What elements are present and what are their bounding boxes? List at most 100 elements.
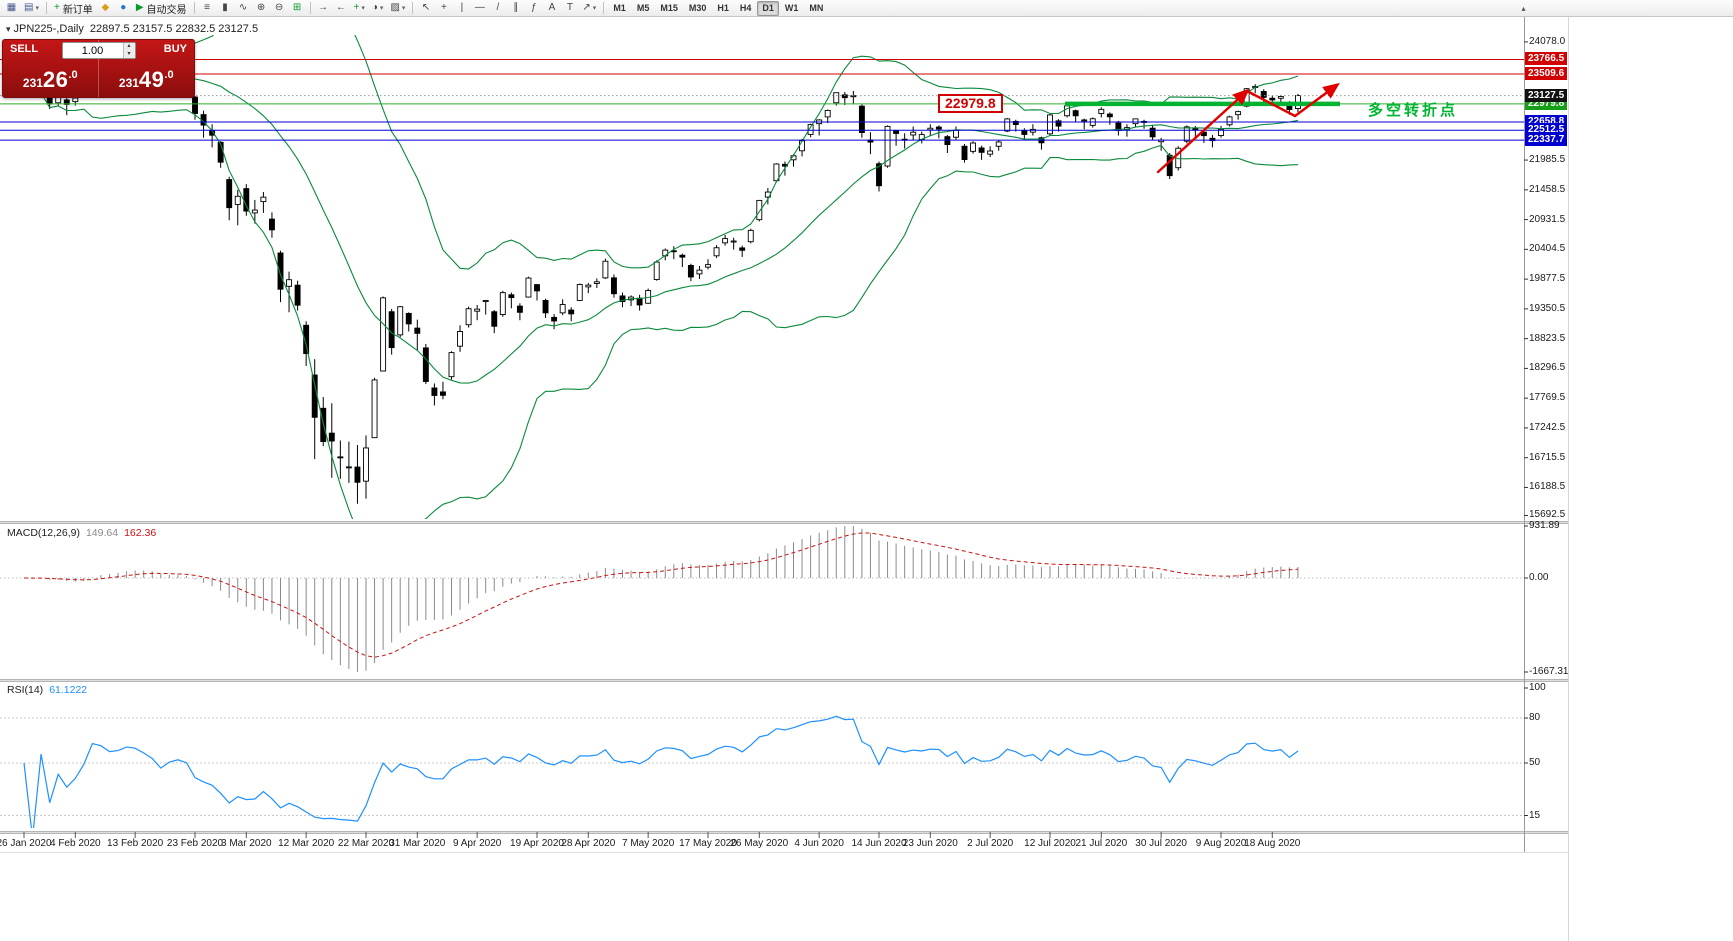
candle-body [756, 199, 763, 221]
timeframe-h4-button[interactable]: H4 [739, 3, 752, 13]
timeframe-m30-button[interactable]: M30 [688, 3, 707, 13]
panel-separator[interactable] [0, 831, 1568, 834]
candle-body [457, 331, 463, 347]
chart-title: ▾ JPN225-,Daily 22897.5 23157.5 22832.5 23… [6, 23, 258, 35]
candle-body [482, 300, 489, 303]
zoom-in-button[interactable]: ⊕ [253, 1, 270, 16]
one-click-collapse-icon[interactable]: ▾ [6, 24, 11, 34]
line-chart-icon: ∿ [238, 2, 248, 13]
candle-body [1277, 96, 1284, 99]
bar-chart-icon: ≡ [204, 2, 210, 13]
timeframe-m5-button[interactable]: M5 [636, 3, 650, 13]
volume-decrease-button[interactable]: ▾ [123, 50, 135, 58]
candle-body [431, 387, 438, 396]
candle-body [311, 374, 318, 418]
candle-body [260, 196, 267, 203]
template-button[interactable]: ▨ ▾ [387, 1, 408, 16]
candle-body [277, 252, 284, 290]
indicators-button[interactable]: + ▾ [351, 1, 368, 16]
toolbar-separator [412, 2, 414, 14]
trend-arrow[interactable] [1293, 82, 1340, 118]
timeframe-h1-button[interactable]: H1 [717, 3, 729, 13]
trendline-button[interactable]: / [489, 1, 506, 16]
community-button[interactable]: ● [115, 1, 132, 16]
candle-body [910, 131, 917, 136]
candle-body [1055, 120, 1062, 127]
periods-button[interactable]: ◑ ▾ [369, 1, 387, 16]
volume-value: 1.00 [81, 44, 104, 57]
trend-arrow[interactable] [1245, 89, 1297, 118]
candlestick-chart-button[interactable]: ▮ [217, 1, 234, 16]
candle-body [824, 110, 831, 118]
volume-increase-button[interactable]: ▴ [123, 43, 135, 51]
candle-body [371, 379, 378, 439]
chart-shift-button[interactable]: ← [333, 1, 350, 16]
toolbar-overflow-button[interactable]: ▴ [1521, 3, 1526, 13]
channel-button[interactable]: ∥ [507, 1, 524, 16]
crosshair-button[interactable]: + [435, 1, 452, 16]
panel-separator[interactable] [0, 521, 1568, 524]
timeframe-d1-button[interactable]: D1 [757, 0, 779, 16]
candle-body [234, 195, 241, 205]
candle-body [961, 145, 968, 160]
buy-price-big: 49 [138, 67, 165, 92]
dropdown-arrow-icon: ▾ [361, 5, 365, 12]
candle-body [858, 105, 865, 133]
candle-body [593, 281, 600, 284]
template-icon: ▨ [390, 2, 400, 13]
auto-scroll-button[interactable]: → [315, 1, 332, 16]
cursor-icon: ↖ [421, 2, 431, 13]
horizontal-line-button[interactable]: — [471, 1, 488, 16]
profiles-button[interactable]: ▤ ▾ [21, 1, 42, 16]
trend-arrow[interactable] [1156, 88, 1250, 174]
dropdown-arrow-icon: ▾ [401, 5, 406, 12]
buy-button[interactable]: BUY 23149.0 [99, 40, 195, 97]
profiles-icon: ▤ [24, 2, 34, 13]
fibonacci-button[interactable]: ƒ [525, 1, 542, 16]
line-chart-button[interactable]: ∿ [235, 1, 252, 16]
bollinger-lower-band [23, 82, 1299, 519]
text-button[interactable]: A [543, 1, 560, 16]
tile-windows-button[interactable]: ⊞ [289, 1, 306, 16]
turning-point-annotation[interactable]: 多空转折点 [1368, 102, 1459, 119]
cursor-button[interactable]: ↖ [417, 1, 434, 16]
new-chart-button[interactable]: ▦ [3, 1, 20, 16]
timeframe-m15-button[interactable]: M15 [660, 3, 678, 13]
candle-body [508, 294, 515, 299]
toolbar-separator [193, 2, 195, 14]
candle-body [328, 432, 335, 442]
candle-body [354, 466, 361, 483]
volume-input[interactable]: 1.00 ▴ ▾ [61, 42, 136, 59]
zoom-out-button[interactable]: ⊖ [271, 1, 288, 16]
sell-button[interactable]: SELL 23126.0 [3, 40, 99, 97]
candle-body [286, 279, 292, 287]
one-click-trading-panel: SELL 23126.0 BUY 23149.0 1.00 ▴ ▾ [2, 39, 195, 98]
candle-body [602, 260, 609, 279]
price-callout[interactable]: 22979.8 [938, 94, 1003, 113]
panel-separator[interactable] [0, 679, 1568, 682]
macd-label: MACD(12,26,9) 149.64 162.36 [7, 527, 156, 539]
candle-body [397, 306, 404, 336]
buy-price-fraction: .0 [164, 69, 174, 81]
auto-trading-icon: ▶ [135, 2, 144, 13]
timeframe-m1-button[interactable]: M1 [613, 3, 626, 13]
new-order-button[interactable]: + 新订单 [51, 1, 96, 16]
candlestick-chart-icon: ▮ [222, 2, 228, 13]
new-order-button-label: 新订单 [62, 4, 93, 16]
candle-body [405, 312, 412, 325]
buy-price: 23149.0 [99, 67, 195, 93]
candle-body [987, 150, 994, 155]
vertical-line-button[interactable]: | [453, 1, 470, 16]
arrows-button[interactable]: ↗ ▾ [579, 1, 599, 16]
label-button[interactable]: T [561, 1, 578, 16]
candle-body [1149, 127, 1156, 138]
auto-trading-button[interactable]: ▶ 自动交易 [133, 1, 190, 16]
timeframe-mn-button[interactable]: MN [809, 3, 824, 13]
candle-body [251, 209, 258, 214]
alerts-button[interactable]: ◆ [97, 1, 114, 16]
main-price-panel [0, 35, 1524, 519]
timeframe-w1-button[interactable]: W1 [784, 3, 799, 13]
bar-chart-button[interactable]: ≡ [199, 1, 216, 16]
candle-body [1226, 116, 1233, 126]
